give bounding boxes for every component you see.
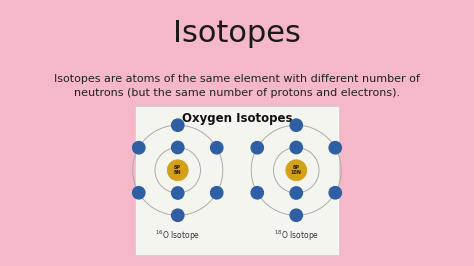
Ellipse shape (251, 186, 264, 199)
Text: Oxygen Isotopes: Oxygen Isotopes (182, 112, 292, 125)
Text: $^{16}$O Isotope: $^{16}$O Isotope (155, 228, 201, 243)
Text: 8P
8N: 8P 8N (174, 165, 182, 176)
Ellipse shape (133, 142, 145, 154)
Text: Isotopes are atoms of the same element with different number of
neutrons (but th: Isotopes are atoms of the same element w… (54, 74, 420, 98)
Ellipse shape (286, 160, 307, 181)
Ellipse shape (172, 141, 184, 154)
Ellipse shape (329, 186, 341, 199)
Ellipse shape (167, 160, 188, 181)
Ellipse shape (172, 187, 184, 199)
Ellipse shape (172, 209, 184, 221)
Ellipse shape (329, 142, 341, 154)
Ellipse shape (290, 209, 302, 221)
Ellipse shape (172, 119, 184, 131)
Ellipse shape (290, 141, 302, 154)
Ellipse shape (290, 187, 302, 199)
Ellipse shape (210, 142, 223, 154)
FancyBboxPatch shape (135, 106, 339, 255)
Ellipse shape (210, 186, 223, 199)
Text: 8P
10N: 8P 10N (291, 165, 302, 176)
Text: $^{18}$O Isotope: $^{18}$O Isotope (273, 228, 319, 243)
Text: Isotopes: Isotopes (173, 19, 301, 48)
Ellipse shape (133, 186, 145, 199)
Ellipse shape (290, 119, 302, 131)
Ellipse shape (251, 142, 264, 154)
